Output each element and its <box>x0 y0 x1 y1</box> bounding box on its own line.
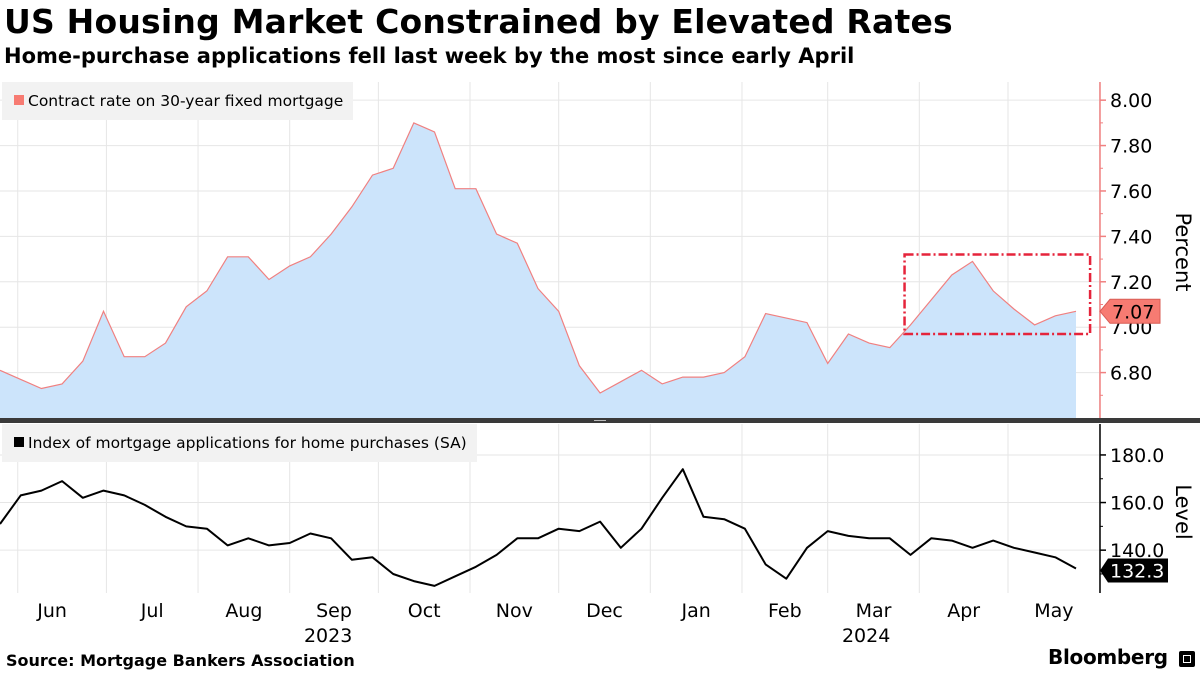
index-axis-title: Level <box>1171 484 1195 539</box>
rate-last-value: 7.07 <box>1112 301 1154 323</box>
legend-rate: Contract rate on 30-year fixed mortgage <box>2 82 354 120</box>
x-tick-label: Nov <box>496 600 533 622</box>
x-tick-label: May <box>1034 600 1073 622</box>
x-tick-label: Jul <box>140 600 164 622</box>
x-tick-label: Jan <box>680 600 710 622</box>
x-tick-label: Feb <box>768 600 802 622</box>
rate-area <box>0 122 1076 419</box>
legend-index-label: Index of mortgage applications for home … <box>28 434 467 452</box>
chart-title: US Housing Market Constrained by Elevate… <box>4 2 953 41</box>
rate-tick-label: 7.80 <box>1110 136 1152 158</box>
index-last-value-tag <box>1100 558 1168 583</box>
x-year-label: 2024 <box>842 625 890 647</box>
bloomberg-terminal-icon <box>1179 651 1195 667</box>
index-tick-label: 160.0 <box>1110 493 1164 515</box>
rate-tick-label: 8.00 <box>1110 90 1152 112</box>
rate-axis-title: Percent <box>1171 212 1195 291</box>
x-tick-label: Sep <box>316 600 352 622</box>
chart-subtitle: Home-purchase applications fell last wee… <box>4 44 855 68</box>
x-year-label: 2023 <box>304 625 352 647</box>
legend-index: Index of mortgage applications for home … <box>2 424 477 462</box>
x-tick-label: Mar <box>856 600 892 622</box>
legend-rate-label: Contract rate on 30-year fixed mortgage <box>28 92 344 110</box>
x-tick-label: Aug <box>225 600 262 622</box>
rate-tick-label: 7.60 <box>1110 181 1152 203</box>
source-note: Source: Mortgage Bankers Association <box>6 651 355 670</box>
x-tick-label: Dec <box>586 600 623 622</box>
rate-tick-label: 7.40 <box>1110 226 1152 248</box>
index-tick-label: 180.0 <box>1110 445 1164 467</box>
rate-tick-label: 7.20 <box>1110 272 1152 294</box>
x-tick-label: Oct <box>408 600 441 622</box>
index-tick-label: 140.0 <box>1110 540 1164 562</box>
rate-tick-label: 6.80 <box>1110 363 1152 385</box>
rate-line <box>0 122 1077 394</box>
index-line <box>0 468 1077 587</box>
highlight-box <box>903 253 1092 336</box>
legend-rate-swatch <box>14 95 24 105</box>
rate-last-value-tag <box>1099 298 1161 324</box>
x-tick-label: Jun <box>36 600 67 622</box>
legend-index-swatch <box>14 437 24 447</box>
x-tick-label: Apr <box>947 600 980 622</box>
index-last-value: 132.3 <box>1110 560 1164 582</box>
bloomberg-logo: Bloomberg <box>1048 645 1168 669</box>
